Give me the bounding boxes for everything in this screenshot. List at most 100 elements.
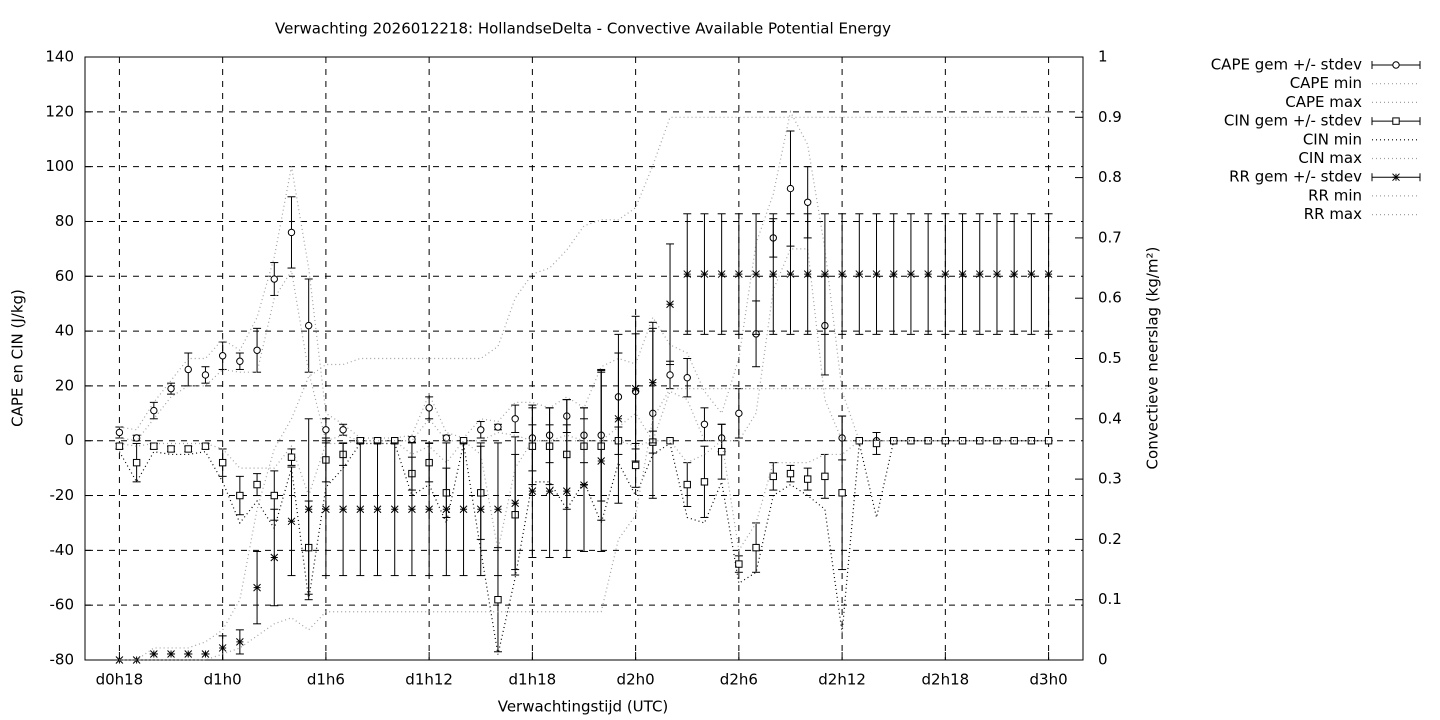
legend-label: CAPE max — [1285, 93, 1362, 111]
data-point — [150, 406, 158, 415]
data-point — [132, 434, 141, 442]
data-point — [115, 442, 124, 450]
y-tick-label: -80 — [50, 651, 75, 669]
data-point — [115, 428, 124, 437]
data-point — [786, 270, 795, 278]
x-tick-label: d1h18 — [509, 671, 557, 689]
x-tick-label: d2h0 — [617, 671, 655, 689]
data-point — [597, 457, 606, 465]
data-point — [700, 478, 709, 486]
data-point — [528, 487, 537, 496]
data-point — [648, 378, 657, 387]
range-line — [118, 440, 1049, 655]
legend-label: RR min — [1308, 186, 1362, 204]
legend-label: RR gem +/- stdev — [1229, 168, 1362, 186]
y2-tick-label: 0.6 — [1098, 289, 1122, 307]
data-point — [287, 228, 296, 237]
data-point — [666, 371, 674, 379]
data-point — [442, 505, 451, 514]
data-point — [322, 505, 330, 514]
data-point — [167, 384, 175, 393]
data-point — [477, 426, 485, 434]
data-point — [786, 469, 795, 478]
data-point — [476, 505, 485, 514]
data-point — [717, 447, 726, 456]
data-point — [666, 300, 674, 309]
data-point — [494, 505, 502, 514]
y-tick-label: -60 — [50, 596, 75, 614]
x-tick-label: d1h12 — [405, 671, 453, 689]
data-point — [339, 426, 347, 434]
data-point — [958, 437, 967, 445]
chart-title: Verwachting 2026012218: HollandseDelta -… — [275, 20, 891, 38]
data-point — [494, 596, 502, 604]
y2-tick-label: 0.8 — [1098, 168, 1122, 186]
data-point — [631, 384, 640, 393]
y2-tick-label: 0.2 — [1098, 530, 1122, 548]
y-axis-label: CAPE en CIN (J/kg) — [9, 289, 27, 427]
legend-swatch — [1392, 61, 1400, 69]
data-point — [304, 321, 313, 330]
data-point — [683, 480, 691, 489]
y-tick-label: 20 — [55, 376, 74, 394]
data-point — [253, 480, 261, 489]
data-point — [287, 453, 296, 461]
y2-tick-label: 0 — [1098, 651, 1108, 669]
range-line — [119, 388, 1049, 661]
data-point — [201, 650, 210, 658]
data-point — [218, 458, 227, 467]
y2-tick-label: 0.4 — [1098, 409, 1122, 427]
data-point — [201, 442, 210, 450]
data-point — [218, 352, 227, 360]
legend-label: RR max — [1304, 205, 1362, 223]
x-tick-label: d2h18 — [922, 671, 970, 689]
data-point — [356, 505, 365, 514]
data-point — [769, 472, 777, 481]
y-tick-label: 80 — [55, 212, 74, 230]
data-point — [855, 270, 864, 278]
x-axis-label: Verwachtingstijd (UTC) — [498, 698, 669, 716]
y-tick-label: 100 — [45, 157, 74, 175]
data-point — [562, 487, 571, 496]
data-point — [184, 365, 192, 374]
data-point — [390, 505, 399, 514]
data-point — [889, 270, 898, 278]
data-point — [511, 415, 519, 423]
data-point — [218, 644, 227, 652]
y2-tick-label: 0.1 — [1098, 590, 1122, 608]
data-point — [872, 270, 881, 278]
legend-swatch — [1392, 117, 1400, 125]
legend-label: CIN min — [1303, 130, 1362, 148]
data-point — [408, 435, 416, 444]
legend-label: CAPE min — [1290, 74, 1362, 92]
x-tick-label: d3h0 — [1030, 671, 1068, 689]
data-point — [253, 583, 261, 592]
range-line — [119, 110, 1049, 442]
data-point — [907, 270, 915, 278]
data-point — [304, 505, 313, 514]
data-point — [167, 650, 175, 658]
data-point — [735, 270, 743, 278]
data-point — [322, 426, 330, 434]
data-point — [941, 270, 950, 278]
x-tick-label: d1h6 — [307, 671, 345, 689]
data-point — [838, 270, 846, 278]
data-point — [184, 445, 192, 453]
plot-frame — [84, 56, 1084, 661]
x-tick-label: d0h18 — [96, 671, 144, 689]
data-point — [373, 505, 382, 514]
data-point — [270, 275, 278, 283]
y-tick-label: 120 — [45, 102, 74, 120]
data-point — [924, 270, 932, 278]
data-point — [201, 371, 210, 379]
data-point — [958, 270, 967, 278]
y2-axis-label: Convectieve neerslag (kg/m²) — [1144, 247, 1162, 470]
data-point — [425, 404, 433, 412]
data-point — [511, 499, 520, 508]
data-point — [253, 346, 261, 354]
data-point — [821, 270, 829, 278]
data-point — [270, 491, 278, 500]
